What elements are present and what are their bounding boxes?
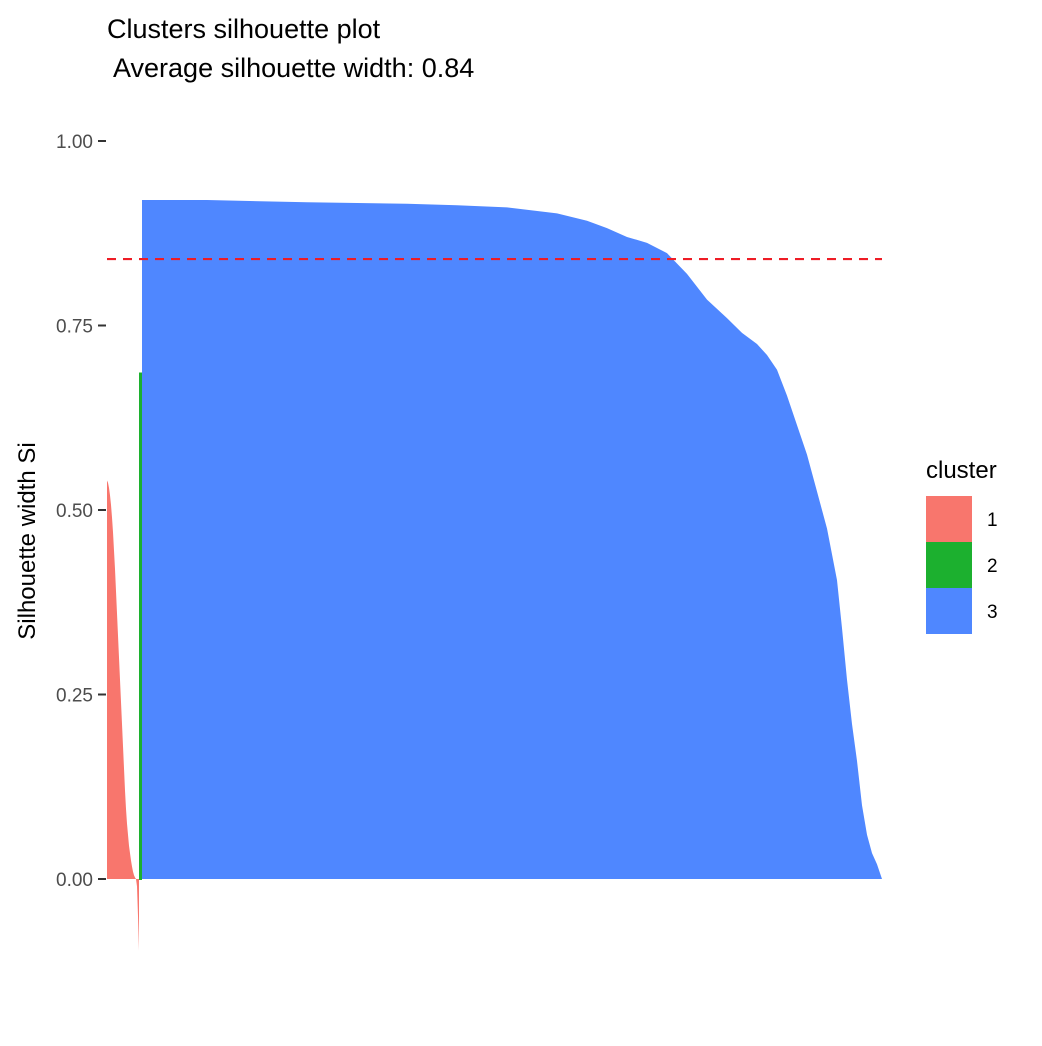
- legend-label-cluster-1: 1: [987, 510, 998, 531]
- y-axis: 0.00 0.25 0.50 0.75 1.00: [56, 132, 106, 891]
- cluster-2-area: [139, 372, 142, 880]
- cluster-1-area: [107, 480, 139, 951]
- legend-title: cluster: [926, 457, 997, 484]
- y-axis-title: Silhouette width Si: [14, 442, 41, 639]
- chart-title: Clusters silhouette plot: [107, 14, 381, 44]
- legend-label-cluster-2: 2: [987, 556, 998, 577]
- plot-areas: [107, 200, 882, 951]
- legend-swatch-cluster-3: [926, 588, 972, 634]
- cluster-3-area: [142, 200, 882, 880]
- y-tick-label: 0.00: [56, 870, 93, 891]
- legend-swatch-cluster-1: [926, 496, 972, 542]
- y-tick-label: 0.75: [56, 317, 93, 338]
- y-tick-label: 0.25: [56, 686, 93, 707]
- chart-subtitle: Average silhouette width: 0.84: [107, 53, 474, 83]
- y-tick-label: 1.00: [56, 132, 93, 153]
- legend: cluster 1 2 3: [926, 457, 998, 634]
- legend-label-cluster-3: 3: [987, 602, 998, 623]
- y-tick-label: 0.50: [56, 501, 93, 522]
- legend-swatch-cluster-2: [926, 542, 972, 588]
